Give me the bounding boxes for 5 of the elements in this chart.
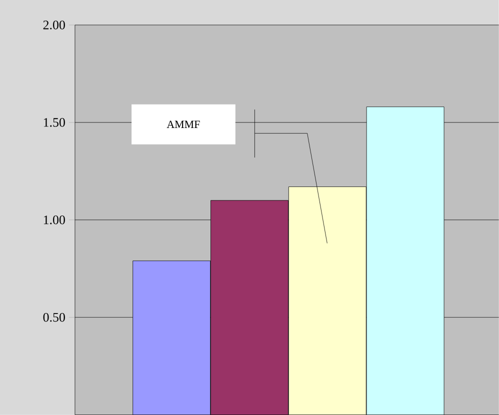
- y-tick-label: 0.50: [43, 312, 65, 322]
- y-tick-label: 1.00: [44, 216, 65, 224]
- annotation: AMMF: [166, 120, 200, 128]
- y-tick-label: 1.50: [44, 118, 65, 127]
- y-tick-label: 2.00: [43, 20, 65, 30]
